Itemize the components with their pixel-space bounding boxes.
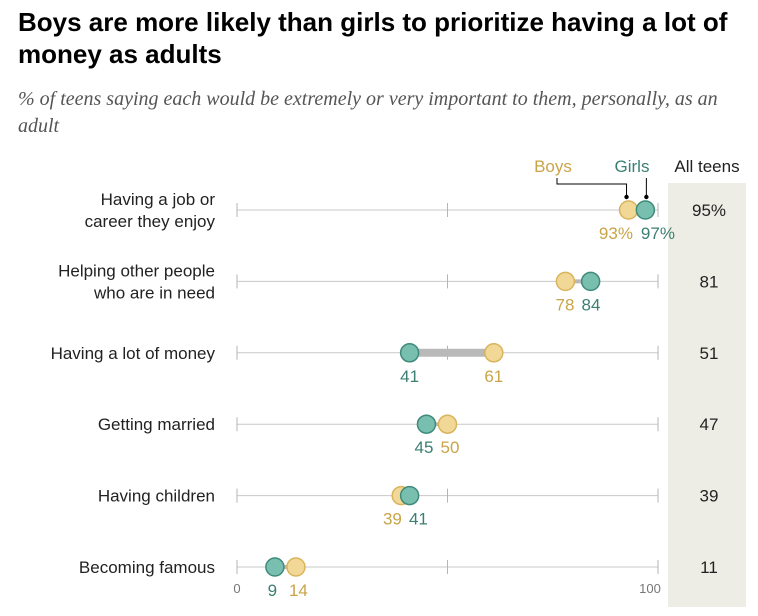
legend-boys: Boys xyxy=(534,157,572,176)
value-label-boys-4: 39 xyxy=(383,510,402,529)
x-tick-label-0: 0 xyxy=(233,581,240,596)
x-tick-label-100: 100 xyxy=(639,581,661,596)
dot-girls-5 xyxy=(265,557,285,577)
dot-boys-0 xyxy=(618,200,639,220)
value-label-girls-1: 84 xyxy=(582,295,601,314)
dot-girls-1 xyxy=(580,271,601,292)
all-teens-value-5: 11 xyxy=(700,558,718,577)
dot-girls-3 xyxy=(416,414,437,434)
all-teens-panel xyxy=(668,183,746,607)
dot-boys-1 xyxy=(555,271,576,292)
category-label-5-0: Becoming famous xyxy=(79,558,215,577)
dot-boys-2 xyxy=(484,343,504,363)
chart-title: Boys are more likely than girls to prior… xyxy=(18,7,728,69)
legend-girls-leader-dot xyxy=(644,194,649,200)
value-label-girls-0: 97% xyxy=(641,224,675,243)
dot-girls-4 xyxy=(399,485,420,506)
value-label-boys-2: 61 xyxy=(484,367,503,386)
category-label-0-1: career they enjoy xyxy=(85,212,216,231)
all-teens-value-2: 51 xyxy=(700,344,719,363)
category-label-2-0: Having a lot of money xyxy=(51,344,216,363)
dot-girls-2 xyxy=(399,343,420,363)
category-label-0-0: Having a job or xyxy=(101,190,216,209)
value-label-girls-3: 45 xyxy=(415,438,434,457)
value-label-girls-5: 9 xyxy=(268,581,277,600)
value-label-girls-2: 41 xyxy=(400,367,419,386)
legend-boys-leader xyxy=(556,178,628,196)
chart-subtitle: % of teens saying each would be extremel… xyxy=(18,88,718,137)
value-label-girls-4: 41 xyxy=(409,510,428,529)
value-label-boys-5: 14 xyxy=(289,581,308,600)
all-teens-header: All teens xyxy=(674,157,739,176)
all-teens-value-4: 39 xyxy=(700,487,719,506)
category-label-4-0: Having children xyxy=(98,487,215,506)
all-teens-value-3: 47 xyxy=(700,415,719,434)
value-label-boys-1: 78 xyxy=(556,295,575,314)
category-label-3-0: Getting married xyxy=(98,415,215,434)
category-label-1-1: who are in need xyxy=(93,283,215,302)
legend-boys-leader-dot xyxy=(624,194,629,200)
all-teens-value-1: 81 xyxy=(700,272,719,291)
category-label-1-0: Helping other people xyxy=(58,261,215,280)
dot-girls-0 xyxy=(635,200,656,220)
legend-girls: Girls xyxy=(615,157,650,176)
value-label-boys-0: 93% xyxy=(599,224,633,243)
dot-boys-5 xyxy=(286,557,306,577)
value-label-boys-3: 50 xyxy=(441,438,460,457)
all-teens-value-0: 95% xyxy=(692,201,726,220)
dot-boys-3 xyxy=(437,414,458,434)
